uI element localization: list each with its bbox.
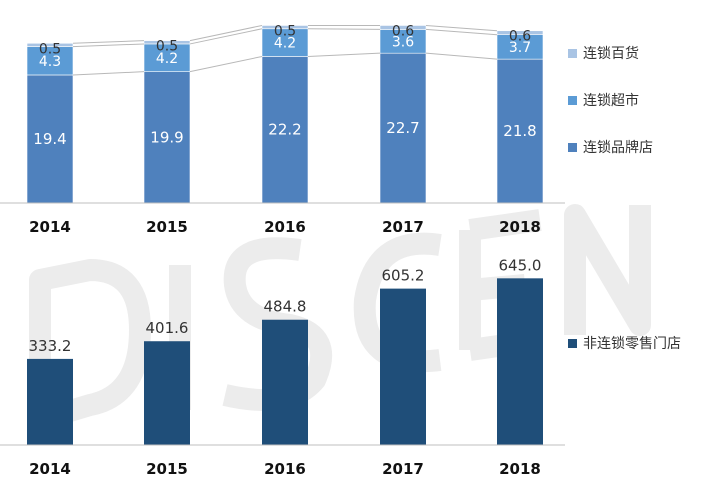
- legend-label: 非连锁零售门店: [583, 336, 681, 352]
- label-bottom-2015: 401.6: [146, 319, 189, 337]
- label-top-2014-s2: 0.5: [39, 41, 61, 57]
- legend-swatch: [568, 338, 577, 348]
- label-top-2015-s2: 0.5: [156, 39, 178, 55]
- label-bottom-2017: 605.2: [382, 267, 425, 285]
- tick-bottom-2014: 2014: [29, 460, 71, 478]
- series-line-top-b1-2: [307, 52, 381, 57]
- series-line-top-b1-1: [189, 55, 263, 73]
- label-top-2015-s1: 4.2: [156, 51, 178, 67]
- tick-bottom-2018: 2018: [499, 460, 541, 478]
- series-line-top-b3-3: [425, 24, 498, 32]
- bar-bottom-2016: [262, 319, 308, 445]
- label-top-2018-s2: 0.6: [509, 29, 531, 45]
- series-line-top-b2-0: [72, 43, 145, 48]
- label-bottom-2018: 645.0: [499, 256, 542, 274]
- bar-top-2015-s0: [143, 71, 191, 204]
- legend-swatch: [568, 142, 577, 152]
- label-top-2017-s2: 0.6: [392, 23, 414, 39]
- bar-top-2018-s2: [496, 30, 544, 35]
- tick-top-2018: 2018: [499, 218, 541, 236]
- label-top-2016-s2: 0.5: [274, 23, 296, 39]
- legend-label: 连锁品牌店: [583, 140, 653, 156]
- bar-top-2016-s0: [261, 56, 309, 204]
- legend-item: 连锁超市: [568, 90, 653, 110]
- bar-top-2017-s2: [379, 25, 427, 30]
- series-line-top-b2-1: [189, 28, 263, 45]
- tick-bottom-2015: 2015: [146, 460, 188, 478]
- label-top-2018-s1: 3.7: [509, 40, 531, 56]
- label-top-2018-s0: 21.8: [503, 122, 536, 140]
- tick-top-2014: 2014: [29, 218, 71, 236]
- bar-top-2018-s1: [496, 34, 544, 60]
- tick-top-2017: 2017: [382, 218, 424, 236]
- series-line-top-b3-0: [72, 40, 145, 44]
- legend-swatch: [568, 95, 577, 105]
- label-top-2014-s1: 4.3: [39, 54, 61, 70]
- series-line-top-b2-2: [307, 28, 381, 30]
- legend-label: 连锁超市: [583, 93, 639, 109]
- bar-bottom-2017: [380, 288, 426, 445]
- legend-top: 连锁百货连锁超市连锁品牌店: [568, 43, 653, 157]
- label-top-2015-s0: 19.9: [150, 128, 183, 146]
- tick-bottom-2016: 2016: [264, 460, 306, 478]
- series-line-top-b3-1: [189, 24, 263, 42]
- label-bottom-2014: 333.2: [29, 337, 72, 355]
- legend-item: 非连锁零售门店: [568, 333, 681, 353]
- label-top-2017-s1: 3.6: [392, 34, 414, 50]
- legend-item: 连锁百货: [568, 43, 653, 63]
- bar-top-2015-s1: [143, 43, 191, 72]
- tick-bottom-2017: 2017: [382, 460, 424, 478]
- series-line-top-b2-3: [425, 28, 498, 36]
- label-top-2017-s0: 22.7: [386, 119, 419, 137]
- bar-bottom-2015: [144, 341, 190, 445]
- label-top-2016-s1: 4.2: [274, 36, 296, 52]
- legend-item: 连锁品牌店: [568, 137, 653, 157]
- legend-label: 连锁百货: [583, 46, 639, 62]
- tick-top-2016: 2016: [264, 218, 306, 236]
- label-top-2014-s0: 19.4: [33, 130, 66, 148]
- label-bottom-2016: 484.8: [264, 298, 307, 316]
- bar-bottom-2014: [27, 358, 73, 445]
- bar-top-2014-s1: [26, 46, 74, 76]
- legend-bottom: 非连锁零售门店: [568, 333, 681, 353]
- bar-top-2015-s2: [143, 40, 191, 45]
- legend-swatch: [568, 48, 577, 58]
- tick-top-2015: 2015: [146, 218, 188, 236]
- label-top-2016-s0: 22.2: [268, 121, 301, 139]
- bar-top-2016-s2: [261, 25, 309, 30]
- bar-top-2014-s2: [26, 42, 74, 47]
- bar-bottom-2018: [497, 278, 543, 445]
- series-line-top-b1-3: [425, 52, 498, 60]
- series-line-top-b1-0: [72, 71, 145, 76]
